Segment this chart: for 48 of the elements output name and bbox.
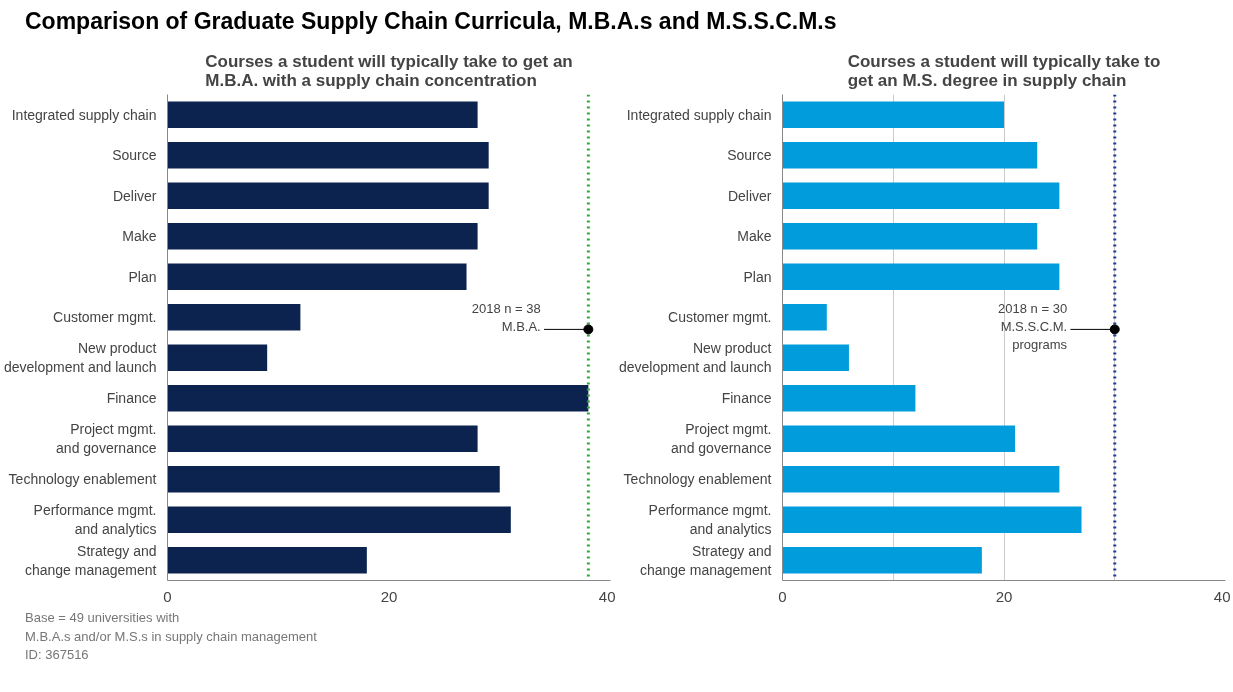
x-tick-label: 20 [380,587,398,605]
y-tick-label: Strategy and change management [24,542,157,578]
y-tick-label: Technology enablement [623,471,772,488]
x-tick-label: 0 [778,587,787,605]
bar [167,101,478,128]
chart-title: Comparison of Graduate Supply Chain Curricula, M.B.A.s and M.S.S.C.M.s [25,7,837,36]
bar [167,304,301,331]
y-tick-label: Source [112,147,157,164]
y-tick-label: Performance mgmt. and analytics [648,502,772,538]
y-tick-label: Customer mgmt. [53,309,157,326]
y-tick-label: Make [737,228,772,245]
chart-subtitle: Courses a student will typically take to get an M.S. degree in supply chain [847,51,1161,90]
y-tick-label: New product development and launch [3,340,157,376]
y-tick-label: New product development and launch [618,340,772,376]
y-tick-label: Project mgmt. and governance [56,421,157,457]
y-tick-label: Make [122,228,157,245]
bar [167,466,500,493]
y-tick-label: Technology enablement [8,471,157,488]
bar [167,223,478,250]
y-tick-label: Integrated supply chain [626,106,772,123]
text: Base = 49 universities with M.B.A.s and/or M.S.s in supply chain management ID: 367516 [25,609,317,665]
bar [167,182,489,209]
y-tick-label: Deliver [112,187,157,204]
bar [167,425,478,452]
x-tick-label: 20 [995,587,1013,605]
chart-subtitle: Courses a student will typically take to get an M.B.A. with a supply chain concentration [205,51,573,90]
y-tick-label: Finance [106,390,157,407]
bar [167,547,367,574]
bar [167,506,511,533]
y-tick-label: Plan [743,268,772,285]
y-tick-label: Strategy and change management [639,542,772,578]
bar [167,142,489,169]
y-tick-label: Performance mgmt. and analytics [33,502,157,538]
y-tick-label: Source [727,147,772,164]
ref-line-label: 2018 n = 30 M.S.S.C.M. programs [998,301,1068,353]
bar [167,263,467,290]
y-tick-label: Finance [721,390,772,407]
y-tick-label: Customer mgmt. [668,309,772,326]
y-tick-label: Plan [128,268,157,285]
x-tick-label: 40 [1213,587,1231,605]
y-tick-label: Project mgmt. and governance [671,421,772,457]
bar [167,385,589,412]
x-tick-label: 0 [163,587,172,605]
y-tick-label: Integrated supply chain [11,106,157,123]
bar [167,344,268,371]
ref-line-label: 2018 n = 38 M.B.A. [471,301,541,335]
y-tick-label: Deliver [727,187,772,204]
x-tick-label: 40 [598,587,616,605]
